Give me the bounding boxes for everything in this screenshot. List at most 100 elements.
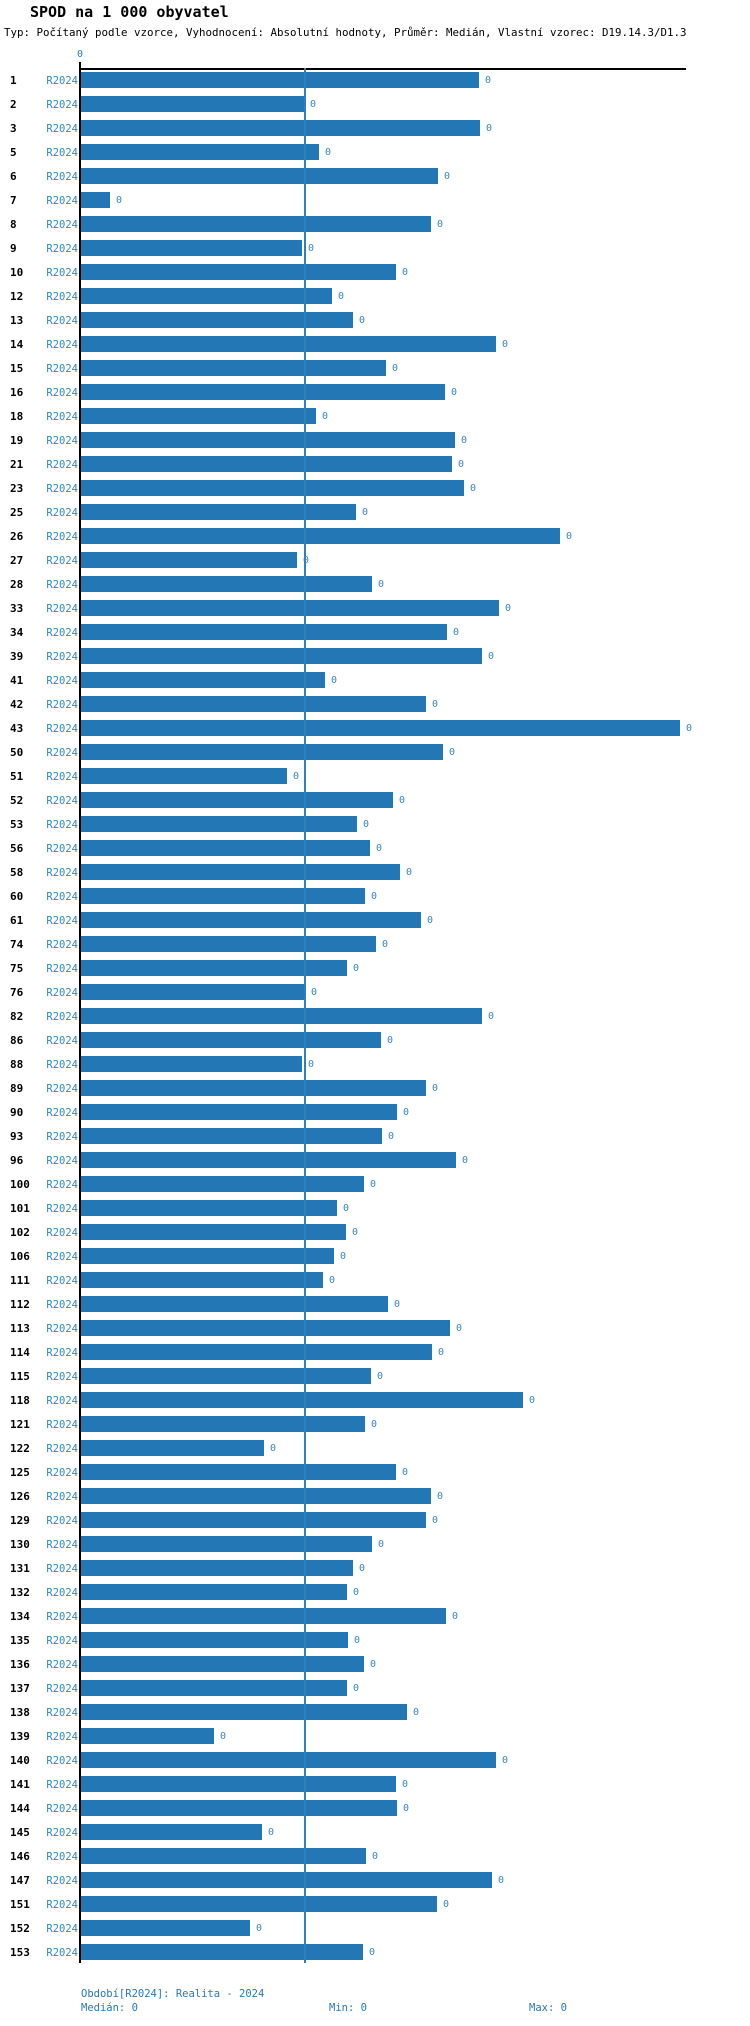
row-category-label: 151 xyxy=(10,1898,30,1911)
row-bar xyxy=(81,1152,456,1168)
row-value-label: 0 xyxy=(354,1635,361,1646)
row-bar xyxy=(81,1176,364,1192)
row-bar xyxy=(81,816,357,832)
row-value-label: 0 xyxy=(413,1707,420,1718)
row-value-label: 0 xyxy=(371,891,378,902)
row-value-label: 0 xyxy=(310,99,317,110)
row-bar xyxy=(81,1224,346,1240)
row-bar xyxy=(81,240,302,256)
row-value-label: 0 xyxy=(403,1803,410,1814)
row-category-label: 58 xyxy=(10,866,24,879)
row-bar xyxy=(81,1008,482,1024)
row-bar xyxy=(81,1344,432,1360)
row-series-label: R2024 xyxy=(46,1922,78,1935)
row-bar xyxy=(81,648,482,664)
row-value-label: 0 xyxy=(498,1875,505,1886)
chart-row: 25 R2024 0 xyxy=(0,504,750,520)
row-category-label: 147 xyxy=(10,1874,30,1887)
chart-row: 8 R2024 0 xyxy=(0,216,750,232)
row-bar xyxy=(81,1656,364,1672)
row-value-label: 0 xyxy=(325,147,332,158)
row-category-label: 140 xyxy=(10,1754,30,1767)
median-reference-line xyxy=(304,68,306,1963)
row-bar xyxy=(81,984,305,1000)
row-category-label: 10 xyxy=(10,266,24,279)
row-series-label: R2024 xyxy=(46,482,78,495)
row-value-label: 0 xyxy=(488,651,495,662)
row-value-label: 0 xyxy=(502,339,509,350)
row-category-label: 16 xyxy=(10,386,24,399)
row-series-label: R2024 xyxy=(46,938,78,951)
row-value-label: 0 xyxy=(427,915,434,926)
chart-row: 151 R2024 0 xyxy=(0,1896,750,1912)
row-bar xyxy=(81,1704,407,1720)
chart-row: 115 R2024 0 xyxy=(0,1368,750,1384)
chart-row: 10 R2024 0 xyxy=(0,264,750,280)
row-series-label: R2024 xyxy=(46,1490,78,1503)
row-series-label: R2024 xyxy=(46,1394,78,1407)
row-value-label: 0 xyxy=(116,195,123,206)
row-value-label: 0 xyxy=(432,1083,439,1094)
chart-row: 51 R2024 0 xyxy=(0,768,750,784)
row-value-label: 0 xyxy=(502,1755,509,1766)
row-category-label: 153 xyxy=(10,1946,30,1959)
row-bar xyxy=(81,288,332,304)
row-value-label: 0 xyxy=(443,1899,450,1910)
row-category-label: 42 xyxy=(10,698,24,711)
row-category-label: 75 xyxy=(10,962,24,975)
row-series-label: R2024 xyxy=(46,1466,78,1479)
chart-row: 88 R2024 0 xyxy=(0,1056,750,1072)
row-value-label: 0 xyxy=(686,723,693,734)
row-bar xyxy=(81,360,386,376)
row-bar xyxy=(81,1632,348,1648)
row-series-label: R2024 xyxy=(46,314,78,327)
row-bar xyxy=(81,1680,347,1696)
chart-row: 27 R2024 0 xyxy=(0,552,750,568)
row-series-label: R2024 xyxy=(46,1610,78,1623)
row-series-label: R2024 xyxy=(46,1682,78,1695)
row-bar xyxy=(81,1368,371,1384)
row-series-label: R2024 xyxy=(46,698,78,711)
chart-row: 18 R2024 0 xyxy=(0,408,750,424)
row-value-label: 0 xyxy=(566,531,573,542)
chart-row: 153 R2024 0 xyxy=(0,1944,750,1960)
row-category-label: 125 xyxy=(10,1466,30,1479)
row-series-label: R2024 xyxy=(46,506,78,519)
row-bar xyxy=(81,96,304,112)
chart-row: 76 R2024 0 xyxy=(0,984,750,1000)
row-bar xyxy=(81,888,365,904)
row-value-label: 0 xyxy=(458,459,465,470)
row-value-label: 0 xyxy=(329,1275,336,1286)
row-bar xyxy=(81,1584,347,1600)
row-bar xyxy=(81,432,455,448)
row-category-label: 25 xyxy=(10,506,24,519)
row-value-label: 0 xyxy=(392,363,399,374)
chart-row: 42 R2024 0 xyxy=(0,696,750,712)
chart-row: 114 R2024 0 xyxy=(0,1344,750,1360)
row-series-label: R2024 xyxy=(46,74,78,87)
row-series-label: R2024 xyxy=(46,962,78,975)
row-category-label: 135 xyxy=(10,1634,30,1647)
row-series-label: R2024 xyxy=(46,1946,78,1959)
row-category-label: 111 xyxy=(10,1274,30,1287)
row-category-label: 51 xyxy=(10,770,24,783)
row-series-label: R2024 xyxy=(46,722,78,735)
row-bar xyxy=(81,1608,446,1624)
chart-row: 3 R2024 0 xyxy=(0,120,750,136)
chart-row: 58 R2024 0 xyxy=(0,864,750,880)
row-category-label: 26 xyxy=(10,530,24,543)
row-series-label: R2024 xyxy=(46,1586,78,1599)
row-series-label: R2024 xyxy=(46,1730,78,1743)
chart-row: 145 R2024 0 xyxy=(0,1824,750,1840)
row-category-label: 12 xyxy=(10,290,24,303)
x-axis-tick-label: 0 xyxy=(76,49,84,60)
row-series-label: R2024 xyxy=(46,674,78,687)
row-bar xyxy=(81,1128,382,1144)
row-series-label: R2024 xyxy=(46,1370,78,1383)
row-category-label: 88 xyxy=(10,1058,24,1071)
row-value-label: 0 xyxy=(432,1515,439,1526)
row-series-label: R2024 xyxy=(46,602,78,615)
chart-row: 56 R2024 0 xyxy=(0,840,750,856)
row-value-label: 0 xyxy=(308,1059,315,1070)
row-bar xyxy=(81,744,443,760)
